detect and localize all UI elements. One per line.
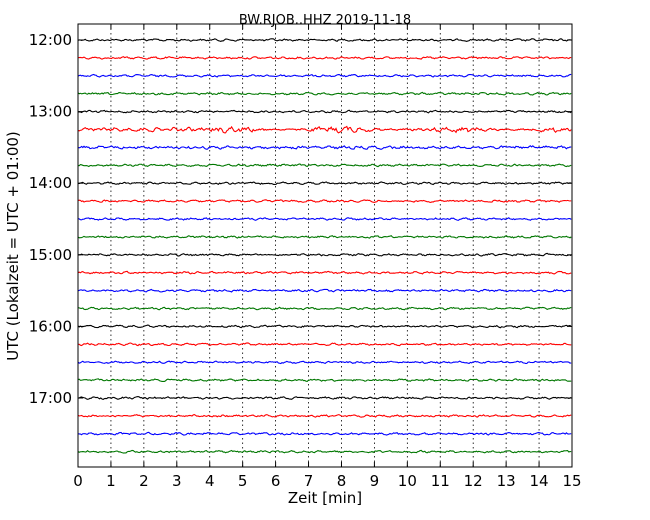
trace-line	[77, 234, 572, 239]
trace-line	[77, 252, 572, 257]
trace-line	[77, 181, 572, 186]
x-tick-label: 3	[172, 472, 182, 490]
trace-line	[77, 449, 572, 454]
x-tick-label: 12	[464, 472, 483, 490]
trace-line	[77, 125, 572, 134]
y-tick-label: 15:00	[29, 246, 72, 264]
x-tick-label: 0	[73, 472, 83, 490]
trace-line	[77, 270, 572, 275]
x-tick-label: 8	[337, 472, 347, 490]
x-tick-label: 11	[431, 472, 450, 490]
x-tick-label: 2	[139, 472, 149, 490]
trace-line	[77, 199, 572, 204]
x-tick-label: 5	[238, 472, 248, 490]
chart-title: BW.RJOB..HHZ 2019-11-18	[239, 13, 411, 28]
y-tick-label: 17:00	[29, 389, 72, 407]
y-tick-label: 16:00	[29, 317, 72, 335]
grid-lines	[110, 24, 540, 467]
trace-line	[77, 288, 572, 293]
x-tick-label: 9	[370, 472, 380, 490]
trace-line	[77, 56, 572, 60]
trace-line	[77, 324, 572, 329]
y-tick-label: 14:00	[29, 174, 72, 192]
x-tick-label: 13	[497, 472, 516, 490]
trace-line	[77, 73, 572, 78]
x-tick-label: 10	[398, 472, 417, 490]
trace-line	[77, 414, 572, 418]
y-tick-label: 13:00	[29, 103, 72, 121]
x-tick-label: 14	[530, 472, 549, 490]
trace-line	[77, 378, 572, 383]
y-tick-label: 12:00	[29, 31, 72, 49]
x-tick-label: 1	[106, 472, 116, 490]
x-tick-label: 7	[304, 472, 314, 490]
trace-line	[77, 109, 572, 114]
trace-line	[77, 431, 572, 436]
y-axis-label: UTC (Lokalzeit = UTC + 01:00)	[4, 131, 22, 361]
x-tick-label: 4	[205, 472, 215, 490]
trace-line	[77, 91, 572, 96]
x-tick-label: 6	[271, 472, 281, 490]
trace-line	[77, 38, 572, 42]
x-axis-ticks: 0 1 2 3 4 5 6 7 8 9 10 11 12 13 14 15	[73, 24, 582, 490]
trace-line	[77, 342, 572, 347]
x-tick-label: 15	[562, 472, 581, 490]
trace-line	[77, 217, 572, 221]
trace-line	[77, 163, 572, 168]
seismic-traces	[77, 38, 572, 454]
trace-line	[77, 360, 572, 365]
y-axis-ticks: 12:00 13:00 14:00 15:00 16:00 17:00	[29, 31, 572, 407]
x-axis-label: Zeit [min]	[288, 489, 362, 507]
plot-frame	[77, 23, 573, 468]
trace-line	[77, 395, 572, 400]
trace-line	[77, 306, 572, 311]
trace-line	[77, 145, 572, 150]
